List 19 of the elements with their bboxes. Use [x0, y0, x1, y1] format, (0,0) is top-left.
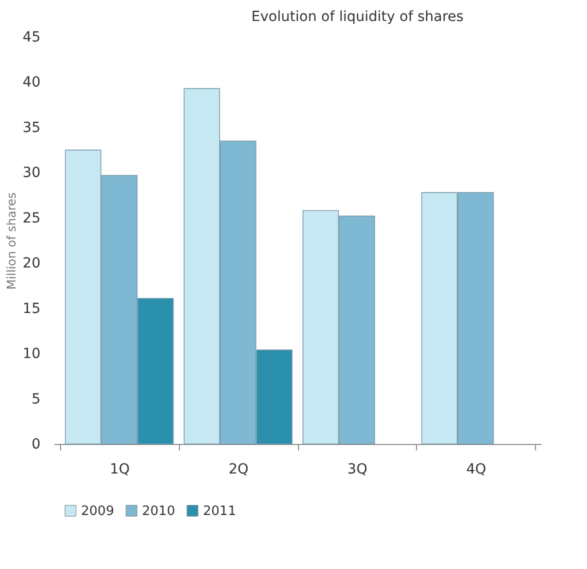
y-tick-label: 45 [22, 30, 40, 46]
x-tick-label: 4Q [466, 462, 486, 478]
legend-label: 2011 [203, 504, 236, 519]
chart-title: Evolution of liquidity of shares [251, 9, 464, 25]
y-tick-label: 5 [32, 391, 40, 408]
x-tick-label: 1Q [110, 462, 130, 478]
legend-label: 2010 [142, 504, 176, 519]
y-tick-label: 0 [32, 436, 40, 452]
x-tick-label: 2Q [228, 462, 249, 478]
y-tick-label: 10 [22, 346, 40, 362]
y-axis-title: Million of shares [4, 192, 19, 290]
legend-label: 2009 [81, 504, 114, 519]
y-tick-label: 35 [22, 120, 40, 136]
y-tick-label: 20 [22, 256, 40, 272]
y-tick-label: 15 [22, 300, 40, 317]
y-tick-label: 40 [22, 74, 40, 91]
x-tick-label: 3Q [347, 462, 368, 478]
y-tick-label: 25 [22, 210, 40, 226]
y-tick-label: 30 [22, 165, 40, 182]
